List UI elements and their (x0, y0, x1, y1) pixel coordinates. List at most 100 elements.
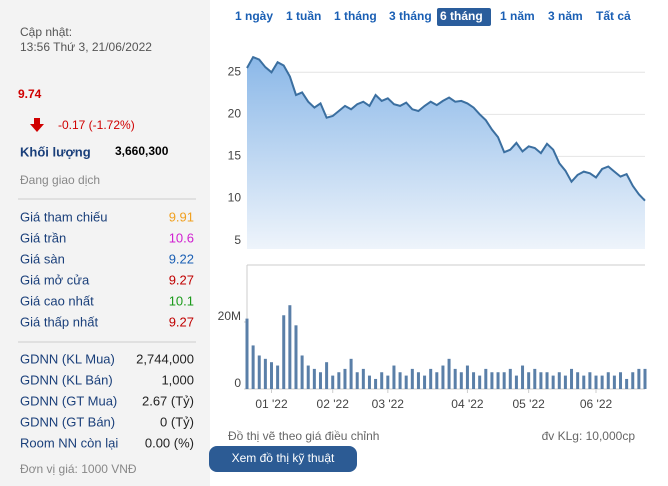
volume-bar (527, 372, 531, 389)
price-value: 9.27 (169, 272, 194, 287)
volume-bar (496, 372, 500, 389)
volume-bar (521, 365, 525, 389)
volume-bar (404, 375, 408, 389)
volume-bar (349, 358, 353, 389)
volume-bar (582, 375, 586, 389)
volume-bar (355, 372, 359, 389)
volume-bar (306, 365, 310, 389)
update-label: Cập nhật: (20, 25, 72, 39)
volume-bar (398, 372, 402, 389)
volume-label: Khối lượng (20, 144, 91, 159)
y-tick-label: 0 (234, 376, 241, 390)
price-label: Giá trần (20, 230, 66, 245)
tab[interactable]: Tất cả (596, 9, 631, 23)
foreign-label: Room NN còn lại (20, 435, 118, 450)
volume-bar (276, 365, 280, 389)
price-value: 9.91 (169, 209, 194, 224)
volume-bar (551, 375, 555, 389)
volume-bar (392, 365, 396, 389)
volume-bar (625, 378, 629, 389)
y-tick-label: 5 (234, 233, 241, 247)
tab-active[interactable] (437, 8, 491, 26)
down-arrow (30, 118, 44, 132)
volume-bar (600, 375, 604, 389)
price-label: Giá thấp nhất (20, 314, 98, 329)
y-tick-label: 20M (218, 309, 241, 323)
volume-bar (386, 375, 390, 389)
volume-bar (251, 345, 255, 389)
volume-bar (245, 318, 249, 389)
foreign-value: 0 (Tỷ) (160, 414, 194, 429)
volume-bar (416, 372, 420, 389)
price-value: 9.22 (169, 251, 194, 266)
volume-bar (502, 372, 506, 389)
tab[interactable]: 1 tuần (286, 9, 321, 23)
volume-bar (588, 372, 592, 389)
tab[interactable]: 3 tháng (389, 9, 432, 23)
volume-bar (557, 372, 561, 389)
price-value: 9.27 (169, 314, 194, 329)
tech-chart-button-text[interactable]: Xem đồ thị kỹ thuật (232, 451, 335, 465)
price-label: Giá mở cửa (20, 272, 90, 287)
volume-bar (429, 368, 433, 389)
foreign-value: 2.67 (Tỷ) (142, 393, 194, 408)
note-adjusted: Đồ thị vẽ theo giá điều chỉnh (228, 429, 379, 443)
note-unit: đv KLg: 10,000cp (542, 429, 636, 443)
foreign-label: GDNN (KL Mua) (20, 351, 115, 366)
volume-bar (300, 355, 304, 389)
volume-bar (490, 372, 494, 389)
volume-bar (282, 315, 286, 389)
price-value: 10.1 (169, 293, 194, 308)
volume-bar (294, 325, 298, 389)
foreign-label: GDNN (GT Bán) (20, 414, 115, 429)
volume-bar (374, 378, 378, 389)
volume-bar (612, 375, 616, 389)
volume-bar (576, 372, 580, 389)
volume-bar (435, 372, 439, 389)
volume-bar (453, 368, 457, 389)
foreign-value: 2,744,000 (136, 351, 194, 366)
volume-bar (380, 372, 384, 389)
volume-bar (563, 375, 567, 389)
volume-bar (441, 365, 445, 389)
x-tick-label: 01 '22 (255, 397, 288, 411)
volume-bar (533, 368, 537, 389)
volume-bar (643, 368, 647, 389)
price: 9.74 (18, 87, 42, 101)
volume-bar (631, 372, 635, 389)
volume-bar (263, 358, 267, 389)
volume-bar (410, 368, 414, 389)
volume-bar (514, 375, 518, 389)
tab[interactable]: 1 tháng (334, 9, 377, 23)
volume-bar (423, 375, 427, 389)
volume-bar (331, 375, 335, 389)
volume-bar (447, 358, 451, 389)
x-tick-label: 05 '22 (512, 397, 545, 411)
tab[interactable]: 1 năm (500, 9, 535, 23)
volume-bar (472, 372, 476, 389)
volume-bar (484, 368, 488, 389)
volume-bar (606, 372, 610, 389)
foreign-label: GDNN (GT Mua) (20, 393, 117, 408)
volume-value: 3,660,300 (115, 144, 169, 158)
y-tick-label: 20 (228, 107, 242, 121)
volume-bar (508, 368, 512, 389)
tab[interactable]: 1 ngày (235, 9, 273, 23)
x-tick-label: 03 '22 (372, 397, 405, 411)
volume-bar (361, 368, 365, 389)
tech-chart-button[interactable] (209, 446, 357, 472)
volume-bar (288, 305, 292, 389)
y-tick-label: 10 (228, 191, 242, 205)
tab[interactable]: 3 năm (548, 9, 583, 23)
volume-bar (318, 372, 322, 389)
price-value: 10.6 (169, 230, 194, 245)
price-label: Giá cao nhất (20, 293, 94, 308)
x-tick-label: 04 '22 (451, 397, 484, 411)
status: Đang giao dịch (20, 173, 100, 187)
volume-bar (257, 355, 261, 389)
update-time: 13:56 Thứ 3, 21/06/2022 (20, 40, 152, 54)
change: -0.17 (-1.72%) (58, 118, 135, 132)
price-line (246, 55, 646, 202)
tab[interactable]: 6 tháng (440, 9, 483, 23)
